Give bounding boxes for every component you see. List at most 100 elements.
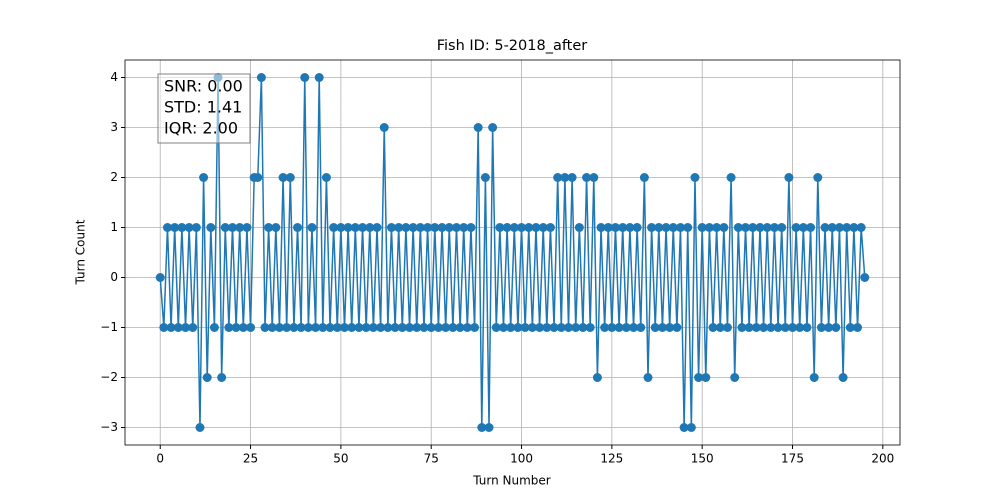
chart-title: Fish ID: 5-2018_after: [437, 38, 588, 54]
data-point: [502, 223, 512, 232]
data-point: [347, 323, 357, 332]
data-point: [777, 223, 787, 232]
data-point: [383, 323, 393, 332]
data-point: [762, 223, 772, 232]
data-point: [766, 323, 776, 332]
data-point: [405, 323, 415, 332]
data-point: [415, 223, 425, 232]
data-point: [585, 323, 595, 332]
data-point: [788, 323, 798, 332]
data-point: [202, 373, 212, 382]
data-point: [816, 323, 826, 332]
data-point: [433, 323, 443, 332]
data-point: [444, 223, 454, 232]
x-axis-label: Turn Number: [472, 474, 551, 488]
data-point: [491, 323, 501, 332]
y-tick-label: −3: [100, 420, 118, 434]
data-point: [834, 223, 844, 232]
x-tick-label: 25: [243, 452, 258, 466]
data-point: [195, 423, 205, 432]
data-point: [173, 323, 183, 332]
data-point: [459, 223, 469, 232]
plot-area: [125, 60, 900, 445]
data-point: [824, 323, 834, 332]
data-point: [683, 223, 693, 232]
data-point: [238, 323, 248, 332]
data-point: [860, 273, 870, 282]
data-point: [379, 123, 389, 132]
data-point: [509, 223, 519, 232]
data-point: [477, 423, 487, 432]
data-point: [217, 373, 227, 382]
x-tick-label: 0: [156, 452, 164, 466]
data-point: [401, 223, 411, 232]
data-point: [188, 323, 198, 332]
data-point: [643, 373, 653, 382]
data-point: [618, 223, 628, 232]
annotation-text: SNR: 0.00: [164, 77, 243, 96]
data-point: [311, 323, 321, 332]
data-point: [853, 323, 863, 332]
data-point: [332, 323, 342, 332]
data-point: [813, 173, 823, 182]
data-point: [820, 223, 830, 232]
data-point: [589, 173, 599, 182]
data-point: [376, 323, 386, 332]
data-point: [300, 73, 310, 82]
data-point: [737, 323, 747, 332]
data-point: [437, 223, 447, 232]
data-point: [542, 323, 552, 332]
data-point: [242, 223, 252, 232]
data-point: [307, 223, 317, 232]
x-tick-label: 75: [424, 452, 439, 466]
data-point: [549, 323, 559, 332]
data-point: [470, 323, 480, 332]
data-point: [227, 223, 237, 232]
data-point: [625, 223, 635, 232]
data-point: [629, 323, 639, 332]
data-point: [296, 323, 306, 332]
data-point: [665, 323, 675, 332]
data-point: [744, 323, 754, 332]
x-tick-label: 100: [510, 452, 533, 466]
data-point: [596, 223, 606, 232]
data-point: [672, 323, 682, 332]
data-point: [686, 423, 696, 432]
data-point: [256, 73, 266, 82]
data-point: [318, 323, 328, 332]
y-tick-label: 2: [110, 170, 118, 184]
data-point: [423, 223, 433, 232]
data-point: [170, 223, 180, 232]
data-point: [722, 323, 732, 332]
data-point: [538, 223, 548, 232]
data-point: [441, 323, 451, 332]
data-point: [253, 173, 263, 182]
data-point: [455, 323, 465, 332]
data-point: [321, 173, 331, 182]
data-point: [372, 223, 382, 232]
data-point: [545, 223, 555, 232]
data-point: [166, 323, 176, 332]
y-tick-label: 0: [110, 270, 118, 284]
data-point: [506, 323, 516, 332]
data-point: [831, 323, 841, 332]
x-tick-label: 125: [600, 452, 623, 466]
x-tick-label: 150: [691, 452, 714, 466]
data-point: [668, 223, 678, 232]
data-point: [621, 323, 631, 332]
data-point: [354, 323, 364, 332]
data-point: [556, 323, 566, 332]
data-point: [466, 223, 476, 232]
data-point: [390, 323, 400, 332]
data-point: [701, 373, 711, 382]
data-point: [603, 223, 613, 232]
data-point: [448, 323, 458, 332]
data-point: [719, 223, 729, 232]
data-point: [755, 223, 765, 232]
data-point: [730, 373, 740, 382]
data-point: [574, 223, 584, 232]
data-point: [293, 223, 303, 232]
data-point: [408, 223, 418, 232]
data-point: [289, 323, 299, 332]
